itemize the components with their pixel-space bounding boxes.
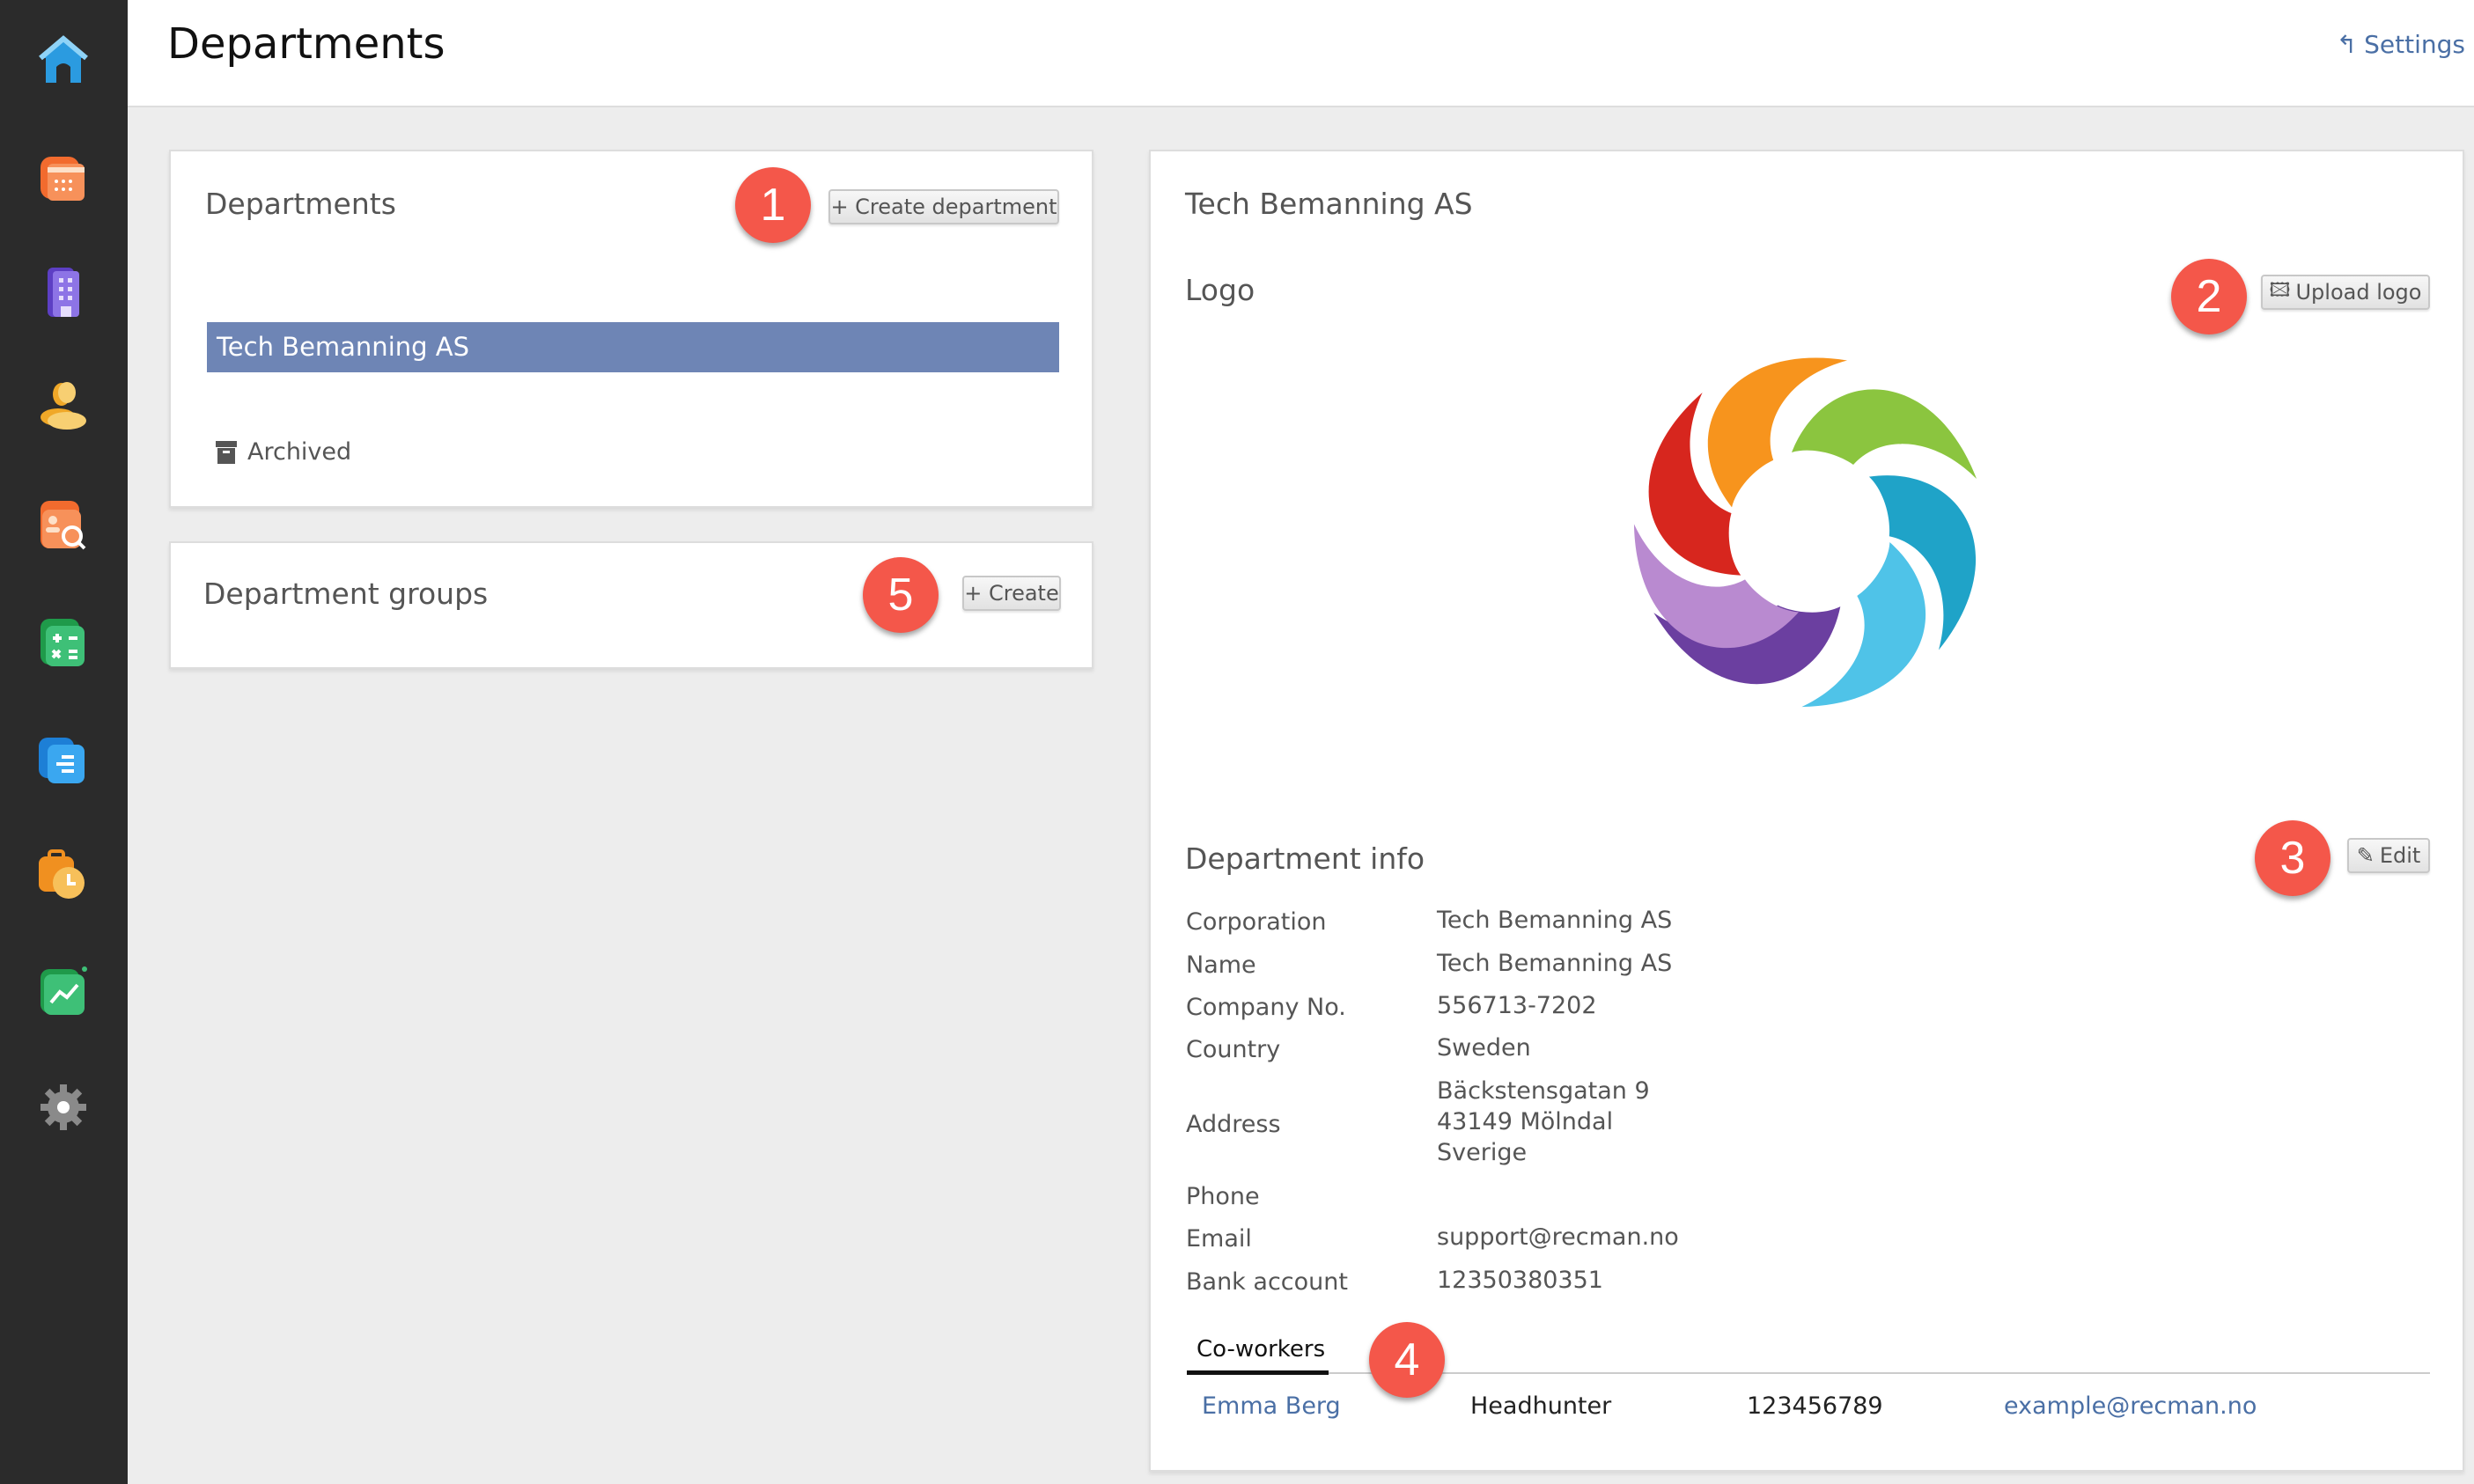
bank-account-label: Bank account (1186, 1268, 1348, 1296)
departments-card: Departments + Create department Tech Bem… (169, 150, 1093, 508)
logo-heading: Logo (1185, 273, 1255, 307)
page-title: Departments (167, 19, 445, 69)
pencil-icon: ✎ (2356, 843, 2375, 868)
country-label: Country (1186, 1036, 1281, 1063)
calculator-icon[interactable] (35, 615, 92, 672)
company-no-value: 556713-7202 (1437, 992, 1597, 1019)
department-item-selected[interactable]: Tech Bemanning AS (207, 322, 1059, 372)
corporation-label: Corporation (1186, 908, 1327, 936)
edit-label: Edit (2379, 843, 2421, 868)
archive-icon (216, 440, 237, 464)
upload-logo-button[interactable]: 🖾 Upload logo (2261, 275, 2430, 310)
bank-account-value: 12350380351 (1437, 1267, 1603, 1294)
annotation-badge-5: 5 (863, 557, 939, 633)
tab-divider (1187, 1372, 2430, 1374)
phone-label: Phone (1186, 1183, 1260, 1210)
archived-label: Archived (247, 438, 352, 466)
upload-logo-label: Upload logo (2295, 280, 2422, 305)
address-line-1: Bäckstensgatan 9 (1437, 1077, 1650, 1105)
coworker-phone: 123456789 (1747, 1392, 1883, 1420)
back-arrow-icon: ↰ (2336, 30, 2358, 59)
address-line-3: Sverige (1437, 1139, 1528, 1166)
gear-icon[interactable] (35, 1079, 92, 1135)
sidebar (0, 0, 128, 1484)
coworker-email-link[interactable]: example@recman.no (2004, 1392, 2257, 1420)
address-line-2: 43149 Mölndal (1437, 1108, 1614, 1135)
chart-icon[interactable] (35, 964, 92, 1020)
document-list-icon[interactable] (35, 732, 92, 789)
people-icon[interactable] (35, 378, 92, 435)
email-label: Email (1186, 1225, 1252, 1253)
tab-coworkers[interactable]: Co-workers (1187, 1336, 1329, 1375)
settings-link[interactable]: ↰ Settings (2337, 30, 2465, 59)
candidate-search-icon[interactable] (35, 497, 92, 554)
company-no-label: Company No. (1186, 994, 1346, 1021)
timesheet-icon[interactable] (35, 848, 92, 904)
settings-label: Settings (2364, 30, 2465, 59)
archived-link[interactable]: Archived (216, 438, 351, 466)
home-icon[interactable] (35, 32, 92, 88)
department-detail-card: Tech Bemanning AS Logo 🖾 Upload logo Dep… (1149, 150, 2464, 1472)
image-upload-icon: 🖾 (2269, 280, 2291, 302)
annotation-badge-4: 4 (1369, 1322, 1445, 1398)
edit-button[interactable]: ✎ Edit (2347, 838, 2430, 873)
name-value: Tech Bemanning AS (1437, 950, 1673, 977)
header: Departments ↰ Settings (128, 0, 2474, 107)
coworker-name-link[interactable]: Emma Berg (1202, 1392, 1341, 1420)
annotation-badge-1: 1 (735, 167, 811, 243)
annotation-badge-2: 2 (2171, 259, 2247, 334)
coworker-role: Headhunter (1470, 1392, 1612, 1420)
department-info-heading: Department info (1185, 841, 1425, 876)
annotation-badge-3: 3 (2255, 820, 2330, 896)
departments-heading: Departments (205, 187, 396, 221)
calendar-icon[interactable] (35, 150, 92, 206)
corporation-value: Tech Bemanning AS (1437, 907, 1673, 934)
email-value: support@recman.no (1437, 1223, 1679, 1251)
department-groups-card: Department groups + Create (169, 541, 1093, 669)
create-department-button[interactable]: + Create department (828, 189, 1059, 224)
department-groups-heading: Department groups (203, 577, 489, 611)
create-group-button[interactable]: + Create (962, 576, 1061, 611)
address-label: Address (1186, 1111, 1281, 1138)
company-logo (1633, 356, 1985, 708)
name-label: Name (1186, 951, 1256, 979)
country-value: Sweden (1437, 1034, 1531, 1062)
building-icon[interactable] (35, 264, 92, 320)
department-title: Tech Bemanning AS (1185, 187, 1473, 221)
